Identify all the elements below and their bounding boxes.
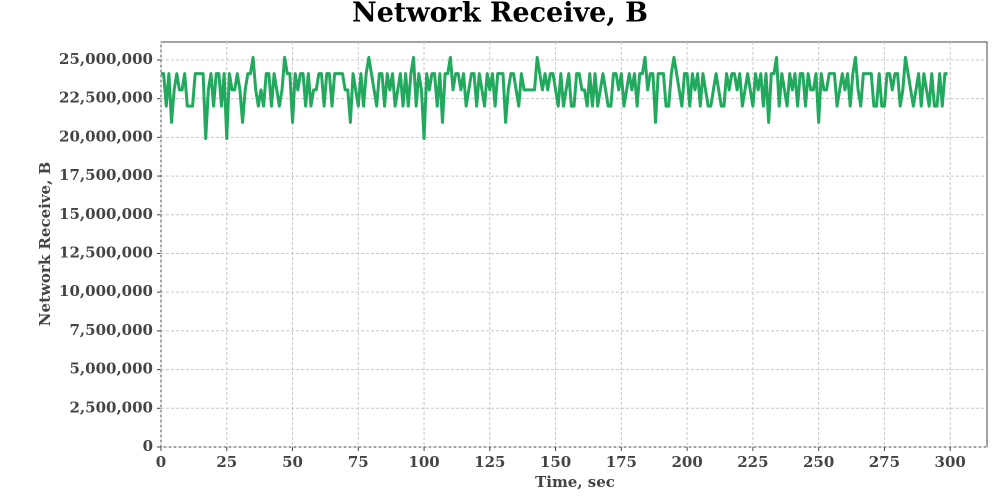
x-tick-label: 125 [474, 453, 505, 471]
y-tick-label: 0 [143, 437, 153, 455]
y-tick-label: 2,500,000 [69, 398, 153, 416]
x-tick-label: 75 [348, 453, 369, 471]
x-tick-label: 175 [606, 453, 637, 471]
y-tick-label: 17,500,000 [59, 166, 153, 184]
y-tick-label: 7,500,000 [69, 321, 153, 339]
y-tick-label: 12,500,000 [59, 243, 153, 261]
x-tick-label: 275 [869, 453, 900, 471]
x-tick-label: 50 [282, 453, 303, 471]
y-axis-label: Network Receive, B [36, 162, 54, 326]
y-tick-label: 22,500,000 [59, 89, 153, 107]
x-tick-label: 250 [803, 453, 834, 471]
x-tick-label: 25 [216, 453, 237, 471]
y-tick-label: 25,000,000 [59, 50, 153, 68]
chart-title: Network Receive, B [352, 0, 648, 29]
plot-area [160, 41, 988, 448]
x-tick-label: 225 [737, 453, 768, 471]
x-tick-label: 300 [935, 453, 966, 471]
y-tick-label: 20,000,000 [59, 127, 153, 145]
x-tick-label: 200 [671, 453, 702, 471]
x-tick-label: 150 [540, 453, 571, 471]
data-line [161, 55, 948, 141]
x-tick-label: 0 [156, 453, 166, 471]
x-axis-label: Time, sec [535, 473, 615, 491]
y-tick-label: 5,000,000 [69, 360, 153, 378]
y-tick-label: 15,000,000 [59, 205, 153, 223]
y-tick-label: 10,000,000 [59, 282, 153, 300]
x-tick-label: 100 [408, 453, 439, 471]
